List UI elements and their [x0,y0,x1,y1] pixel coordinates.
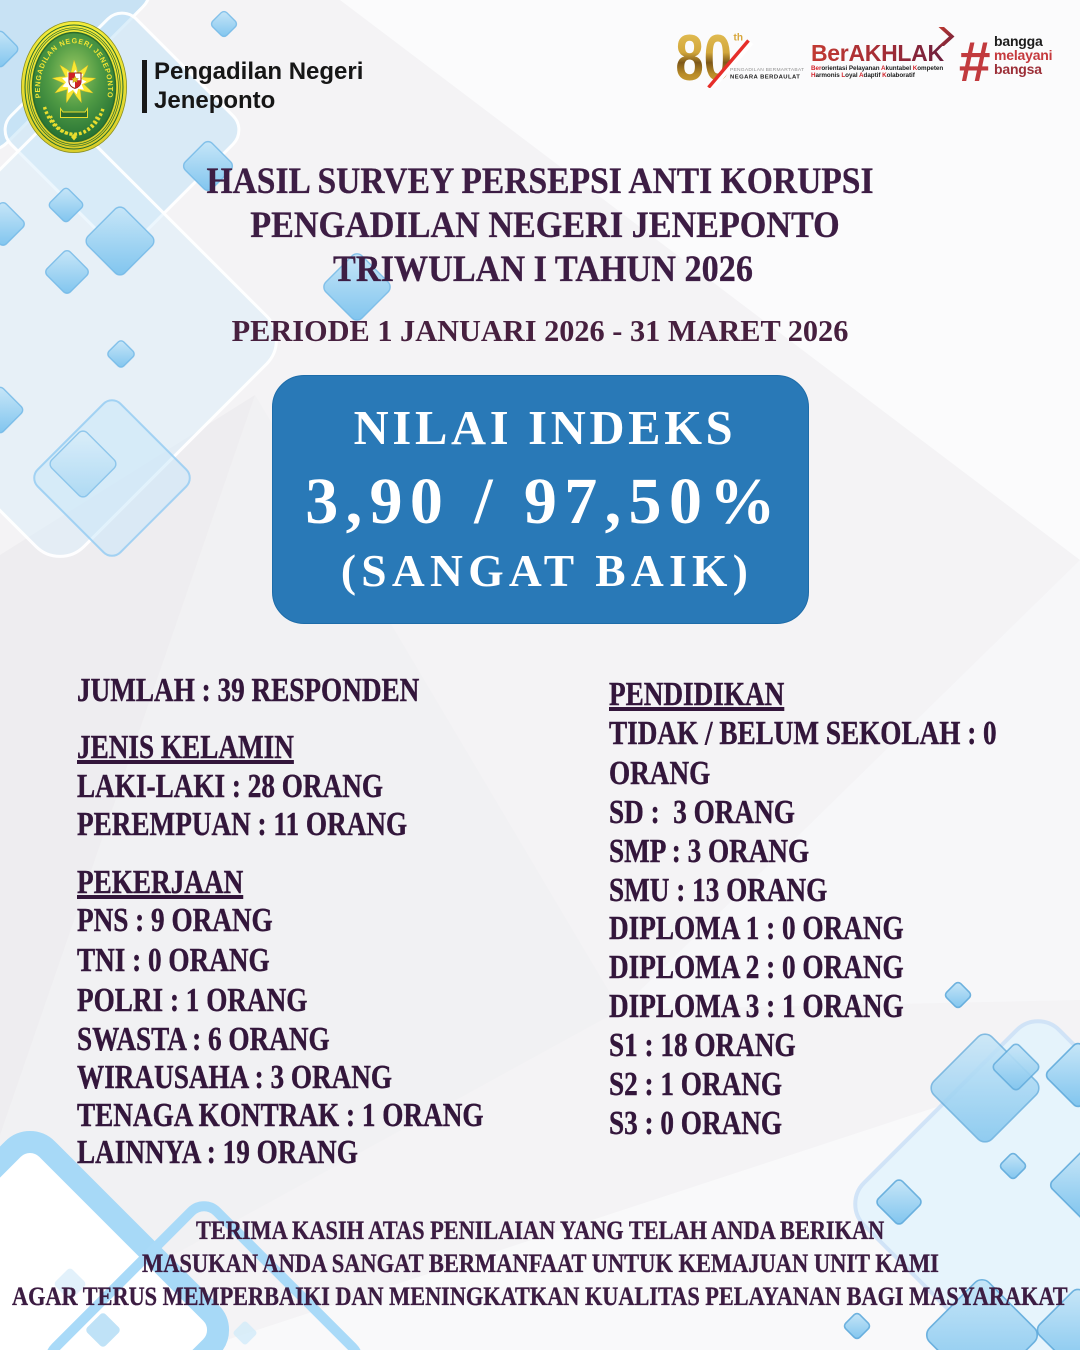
svg-text:80: 80 [676,28,732,88]
svg-text:th: th [734,33,743,44]
svg-text:NEGARA BERDAULAT: NEGARA BERDAULAT [730,74,800,80]
svg-text:PENGADILAN BERMARTABAT: PENGADILAN BERMARTABAT [730,67,804,73]
